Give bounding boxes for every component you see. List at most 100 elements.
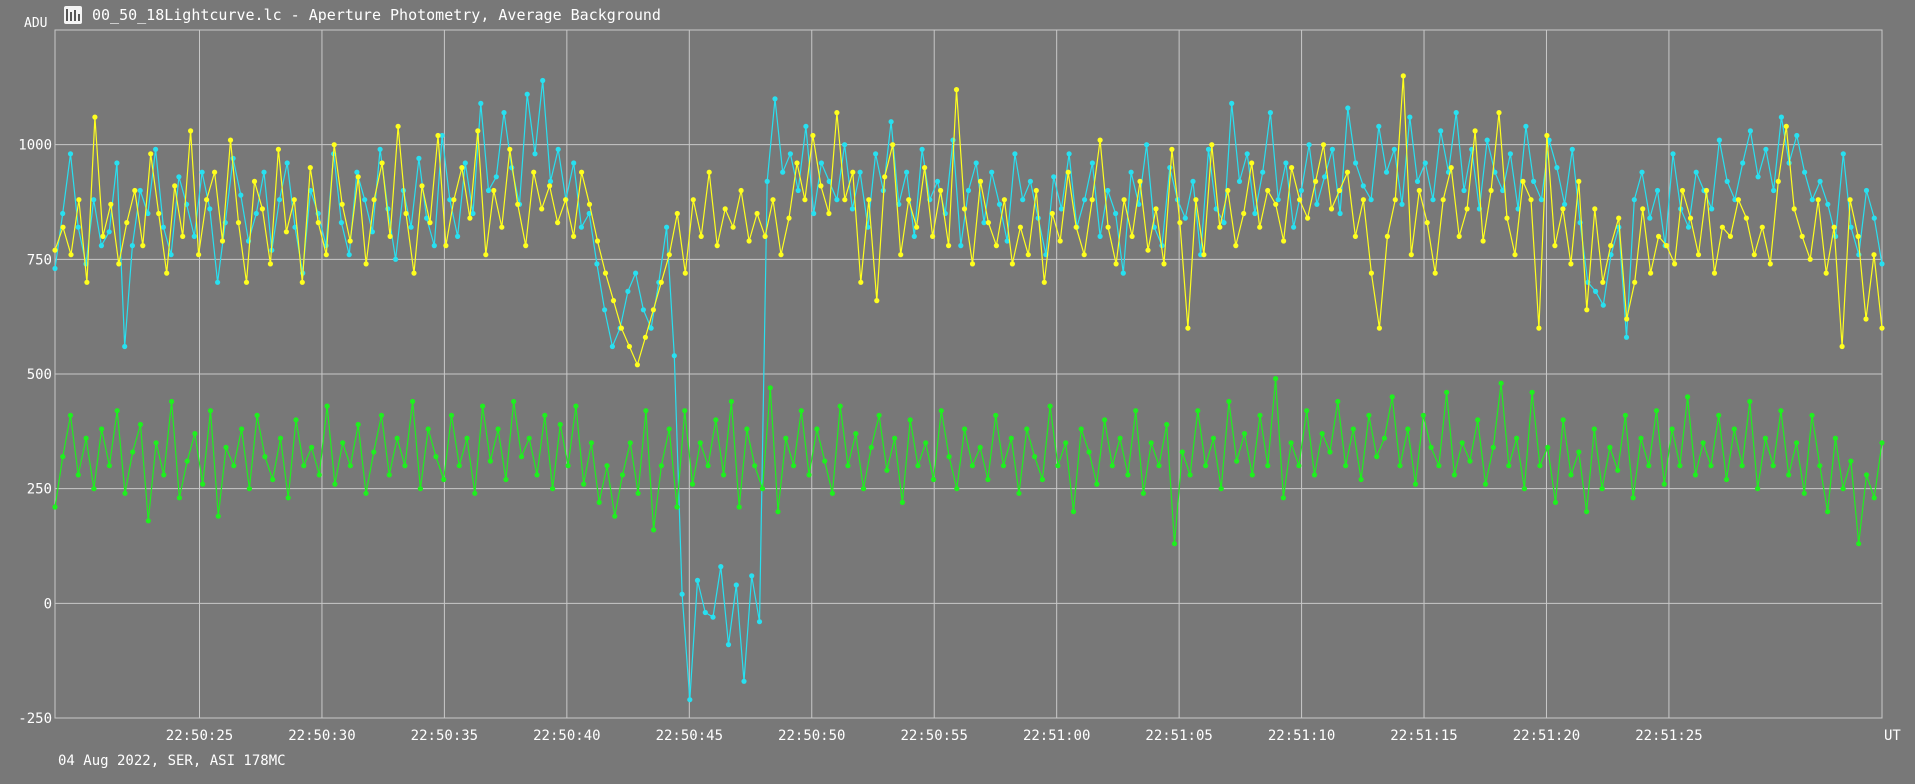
data-point (1137, 178, 1143, 184)
data-point (1066, 151, 1072, 157)
data-point (116, 261, 122, 267)
data-point (487, 458, 493, 464)
data-point (1128, 169, 1134, 175)
data-point (1771, 187, 1777, 194)
data-point (283, 229, 289, 235)
data-point (1716, 412, 1722, 418)
data-point (1794, 132, 1800, 139)
data-point (1506, 463, 1512, 469)
data-point (547, 183, 553, 189)
data-point (1568, 472, 1574, 478)
data-point (1685, 394, 1691, 400)
data-point (402, 463, 408, 469)
data-point (1113, 210, 1119, 217)
data-point (464, 435, 470, 441)
data-point (1041, 279, 1047, 285)
data-point (1444, 389, 1450, 395)
data-point (1156, 463, 1162, 469)
data-point (1599, 486, 1605, 492)
data-point (323, 252, 329, 258)
data-point (1600, 302, 1606, 308)
data-point (1399, 201, 1405, 207)
data-point (1335, 398, 1341, 405)
data-point (811, 210, 817, 217)
data-point (156, 210, 162, 217)
data-point (1344, 169, 1351, 175)
data-point (164, 270, 170, 276)
data-point (1078, 426, 1084, 432)
data-point (1217, 224, 1223, 230)
data-point (581, 481, 587, 487)
data-point (1521, 486, 1527, 492)
data-point (1249, 472, 1255, 478)
data-point (1786, 472, 1792, 478)
data-point (674, 210, 680, 217)
data-point (702, 609, 708, 616)
data-point (1164, 421, 1170, 428)
data-point (1313, 178, 1319, 184)
data-point (515, 201, 521, 207)
data-point (309, 444, 315, 450)
series-line-cyan (54, 80, 1883, 700)
data-point (235, 220, 242, 226)
x-tick-label: 22:51:05 (1145, 728, 1212, 744)
data-point (1140, 490, 1146, 496)
data-point (1024, 426, 1030, 432)
data-point (1727, 233, 1733, 239)
data-point (648, 325, 654, 331)
data-point (965, 187, 972, 194)
data-point (267, 261, 273, 267)
x-tick-label: 22:50:25 (166, 728, 233, 744)
data-point (1304, 408, 1310, 414)
data-point (791, 463, 797, 469)
data-point (1221, 220, 1227, 226)
data-point (251, 178, 258, 184)
data-point (1817, 463, 1823, 469)
data-point (539, 206, 545, 212)
data-point (1328, 206, 1335, 212)
data-point (1608, 252, 1614, 258)
data-point (1097, 233, 1103, 239)
data-point (1397, 463, 1403, 469)
data-point (1514, 435, 1520, 441)
data-point (485, 187, 492, 194)
data-point (1825, 201, 1831, 207)
data-point (1420, 412, 1426, 418)
data-point (60, 224, 66, 230)
data-point (961, 206, 968, 212)
data-point (331, 142, 337, 148)
data-point (874, 298, 880, 304)
data-point (52, 265, 58, 272)
data-point (876, 412, 882, 418)
data-point (1568, 261, 1574, 267)
data-point (1879, 440, 1885, 446)
data-point (1763, 146, 1769, 152)
data-point (1353, 160, 1359, 166)
data-point (728, 398, 735, 405)
data-point (1560, 206, 1566, 212)
grid (54, 29, 1883, 719)
data-point (834, 110, 840, 116)
data-point (1065, 169, 1071, 175)
data-point (1801, 490, 1807, 496)
data-point (1177, 220, 1183, 226)
data-point (354, 169, 360, 175)
data-point (108, 201, 114, 207)
data-point (1490, 444, 1496, 450)
data-point (259, 206, 265, 212)
data-point (1817, 178, 1823, 184)
data-point (180, 233, 186, 239)
data-point (451, 197, 457, 203)
data-point (176, 174, 182, 180)
data-point (431, 243, 437, 249)
data-point (315, 220, 321, 226)
data-point (1453, 110, 1459, 116)
data-point (291, 197, 297, 203)
data-point (377, 146, 383, 152)
data-point (207, 408, 214, 414)
data-point (1743, 215, 1749, 221)
data-point (1735, 197, 1741, 203)
data-point (1329, 146, 1335, 152)
data-point (1552, 243, 1558, 249)
data-point (1833, 233, 1839, 239)
